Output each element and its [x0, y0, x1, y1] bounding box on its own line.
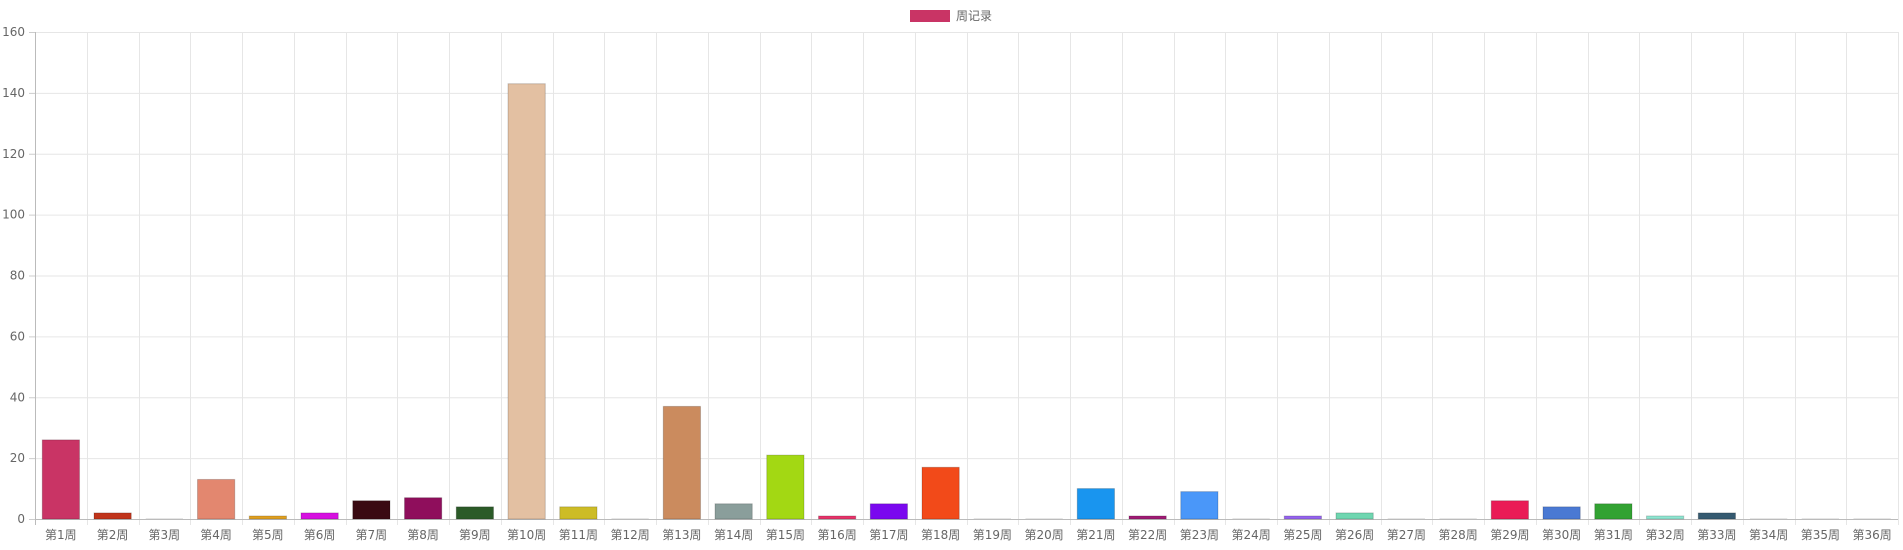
x-tick-label: 第19周: [973, 528, 1012, 542]
x-tick-label: 第25周: [1283, 528, 1322, 542]
bar-24[interactable]: [1232, 518, 1270, 520]
x-tick-label: 第2周: [97, 528, 129, 542]
bar-11[interactable]: [559, 506, 598, 520]
legend[interactable]: 周记录: [910, 9, 992, 23]
y-axis-ticks: 0 20 40 60 80 100 120 140 160: [2, 25, 25, 526]
x-tick-label: 第31周: [1594, 528, 1633, 542]
x-tick-label: 第8周: [407, 528, 439, 542]
y-tick-label: 120: [2, 147, 25, 161]
x-tick-label: 第28周: [1438, 528, 1477, 542]
x-tick-label: 第1周: [45, 528, 77, 542]
x-tick-label: 第24周: [1231, 528, 1270, 542]
x-tick-label: 第12周: [610, 528, 649, 542]
bar-27[interactable]: [1387, 518, 1425, 520]
bar-4[interactable]: [197, 478, 236, 520]
x-tick-label: 第13周: [662, 528, 701, 542]
bar-17[interactable]: [869, 503, 909, 520]
x-tick-label: 第18周: [921, 528, 960, 542]
x-tick-label: 第10周: [507, 528, 546, 542]
bar-13[interactable]: [662, 405, 702, 520]
x-tick-label: 第23周: [1180, 528, 1219, 542]
y-tick-label: 20: [10, 451, 25, 465]
x-tick-label: 第4周: [200, 528, 232, 542]
bar-14[interactable]: [714, 503, 753, 520]
bar-20[interactable]: [1025, 518, 1063, 520]
x-tick-label: 第17周: [869, 528, 908, 542]
x-tick-label: 第14周: [714, 528, 753, 542]
x-tick-label: 第35周: [1801, 528, 1840, 542]
x-tick-label: 第27周: [1387, 528, 1426, 542]
x-tick-label: 第5周: [252, 528, 284, 542]
y-tick-label: 140: [2, 86, 25, 100]
x-tick-label: 第32周: [1645, 528, 1684, 542]
bar-34[interactable]: [1749, 518, 1788, 520]
x-tick-label: 第36周: [1852, 528, 1891, 542]
x-tick-label: 第34周: [1749, 528, 1788, 542]
y-tick-label: 0: [17, 512, 25, 526]
bar-22[interactable]: [1128, 515, 1167, 520]
bar-12[interactable]: [611, 518, 649, 520]
x-tick-label: 第29周: [1490, 528, 1529, 542]
x-tick-label: 第26周: [1335, 528, 1374, 542]
bar-32[interactable]: [1645, 515, 1685, 520]
y-tick-label: 100: [2, 208, 25, 222]
x-tick-label: 第11周: [559, 528, 598, 542]
bar-36[interactable]: [1853, 518, 1891, 520]
y-tick-label: 80: [10, 269, 25, 283]
bar-31[interactable]: [1594, 503, 1633, 520]
bar-30[interactable]: [1542, 506, 1581, 520]
bar-18[interactable]: [921, 466, 960, 520]
x-tick-label: 第30周: [1542, 528, 1581, 542]
bar-15[interactable]: [766, 454, 805, 520]
axes: [35, 32, 1898, 525]
bar-1[interactable]: [41, 439, 81, 520]
bar-21[interactable]: [1076, 488, 1115, 520]
bar-25[interactable]: [1283, 515, 1322, 520]
y-tick-label: 60: [10, 329, 25, 343]
legend-swatch: [910, 10, 950, 22]
bar-6[interactable]: [300, 512, 339, 520]
bar-28[interactable]: [1439, 518, 1477, 520]
bar-26[interactable]: [1335, 512, 1374, 520]
bar-33[interactable]: [1697, 512, 1736, 520]
bar-16[interactable]: [818, 515, 857, 520]
x-tick-label: 第22周: [1128, 528, 1167, 542]
bar-10[interactable]: [507, 83, 546, 520]
x-tick-label: 第15周: [766, 528, 805, 542]
bar-29[interactable]: [1490, 500, 1529, 520]
x-tick-label: 第6周: [304, 528, 336, 542]
grid: [29, 32, 1899, 525]
bar-7[interactable]: [352, 500, 391, 520]
bars: [41, 83, 1891, 520]
x-tick-label: 第7周: [356, 528, 388, 542]
bar-8[interactable]: [404, 497, 443, 520]
bar-5[interactable]: [248, 515, 288, 520]
bar-23[interactable]: [1180, 491, 1219, 520]
legend-label: 周记录: [956, 9, 992, 23]
bar-19[interactable]: [973, 518, 1012, 520]
x-tick-label: 第21周: [1076, 528, 1115, 542]
y-tick-label: 40: [10, 390, 25, 404]
x-tick-label: 第33周: [1697, 528, 1736, 542]
x-tick-label: 第20周: [1024, 528, 1063, 542]
y-tick-label: 160: [2, 25, 25, 39]
x-tick-label: 第16周: [817, 528, 856, 542]
x-tick-label: 第9周: [459, 528, 491, 542]
bar-2[interactable]: [93, 512, 132, 520]
bar-3[interactable]: [145, 518, 184, 520]
bar-35[interactable]: [1801, 518, 1839, 520]
x-tick-label: 第3周: [149, 528, 181, 542]
bar-9[interactable]: [455, 506, 495, 520]
x-axis-ticks: 第1周 第2周 第3周 第4周 第5周 第6周 第7周 第8周 第9周 第10周 第11周 第12周第…: [45, 528, 1892, 542]
